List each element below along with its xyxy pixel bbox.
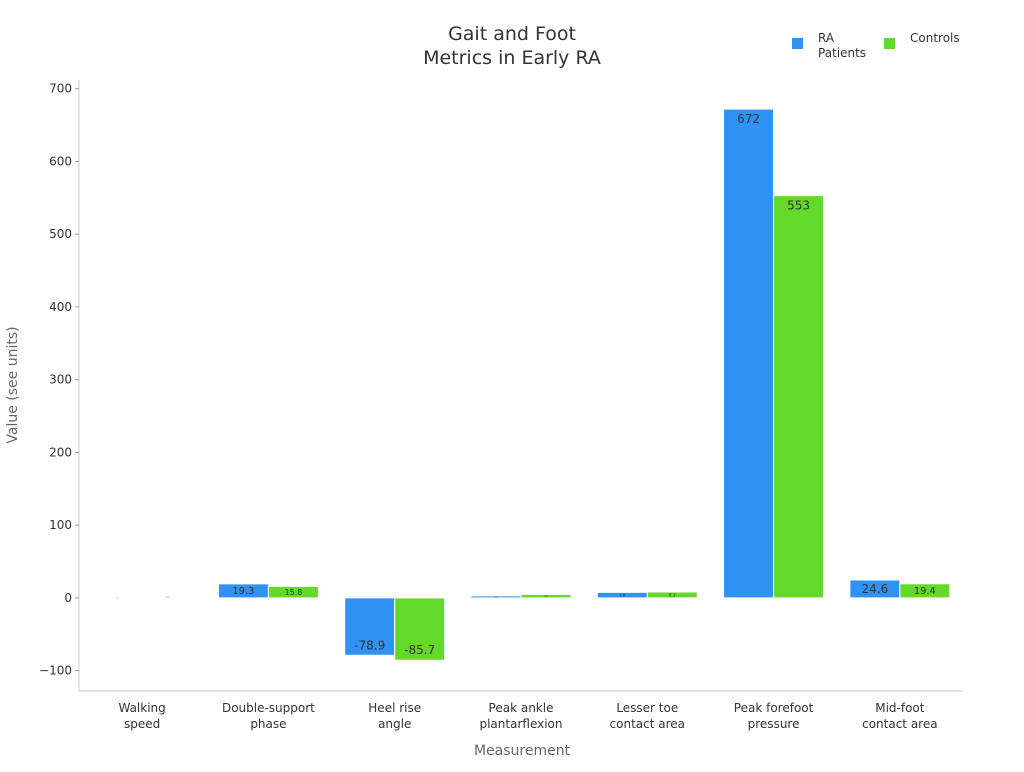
data-label: 2.8 bbox=[494, 597, 498, 599]
x-axis-label: Measurement bbox=[474, 743, 571, 759]
legend-swatch bbox=[792, 38, 803, 49]
y-tick-label: 700 bbox=[49, 82, 72, 96]
y-tick-label: −100 bbox=[39, 664, 72, 678]
data-label: 672 bbox=[737, 112, 760, 126]
data-label: -78.9 bbox=[354, 638, 385, 652]
y-tick-label: 300 bbox=[49, 373, 72, 387]
bar-controls bbox=[646, 591, 698, 599]
y-tick-label: 200 bbox=[49, 445, 72, 459]
chart-title: Gait and Foot bbox=[448, 23, 576, 45]
x-tick-label: Double-support bbox=[222, 701, 315, 715]
data-label: 8.1 bbox=[669, 592, 676, 597]
y-tick-label: 500 bbox=[49, 227, 72, 241]
x-tick-label: speed bbox=[124, 717, 160, 731]
x-tick-label: Mid-foot bbox=[875, 701, 925, 715]
x-tick-label: contact area bbox=[862, 717, 937, 731]
bar-controls bbox=[773, 195, 825, 599]
x-tick-label: Peak ankle bbox=[489, 701, 554, 715]
x-tick-label: plantarflexion bbox=[479, 717, 562, 731]
data-label: 15.8 bbox=[284, 588, 302, 597]
data-label: -85.7 bbox=[404, 643, 435, 657]
bar-controls bbox=[267, 585, 319, 599]
data-label: 553 bbox=[787, 199, 810, 213]
data-label: 19.4 bbox=[914, 586, 936, 597]
data-label: 24.6 bbox=[861, 582, 888, 596]
legend-label: Controls bbox=[910, 31, 960, 45]
data-label: 19.3 bbox=[232, 586, 254, 597]
x-tick-label: angle bbox=[378, 717, 411, 731]
bar-controls bbox=[899, 583, 951, 599]
data-label: 4.6 bbox=[544, 595, 548, 598]
y-tick-label: 600 bbox=[49, 154, 72, 168]
x-tick-label: Heel rise bbox=[368, 701, 421, 715]
x-tick-label: Peak forefoot bbox=[734, 701, 814, 715]
y-tick-label: 0 bbox=[64, 591, 72, 605]
data-label: 7.6 bbox=[619, 592, 626, 597]
bar-controls bbox=[520, 594, 572, 599]
bar-controls bbox=[394, 597, 446, 661]
y-tick-label: 400 bbox=[49, 300, 72, 314]
bar-ra-patients bbox=[723, 108, 775, 599]
x-tick-label: Lesser toe bbox=[616, 701, 678, 715]
y-axis-label: Value (see units) bbox=[5, 326, 21, 443]
data-label: 1 bbox=[117, 597, 119, 599]
x-tick-label: phase bbox=[250, 717, 286, 731]
x-tick-label: contact area bbox=[610, 717, 685, 731]
legend-label: Patients bbox=[818, 46, 866, 60]
bar-controls bbox=[141, 596, 193, 599]
chart-title: Metrics in Early RA bbox=[423, 47, 601, 69]
x-tick-label: pressure bbox=[748, 717, 800, 731]
y-tick-label: 100 bbox=[49, 518, 72, 532]
data-label: 1.3 bbox=[166, 597, 170, 599]
legend-label: RA bbox=[818, 31, 835, 45]
x-tick-label: Walking bbox=[118, 701, 165, 715]
legend-swatch bbox=[884, 38, 895, 49]
